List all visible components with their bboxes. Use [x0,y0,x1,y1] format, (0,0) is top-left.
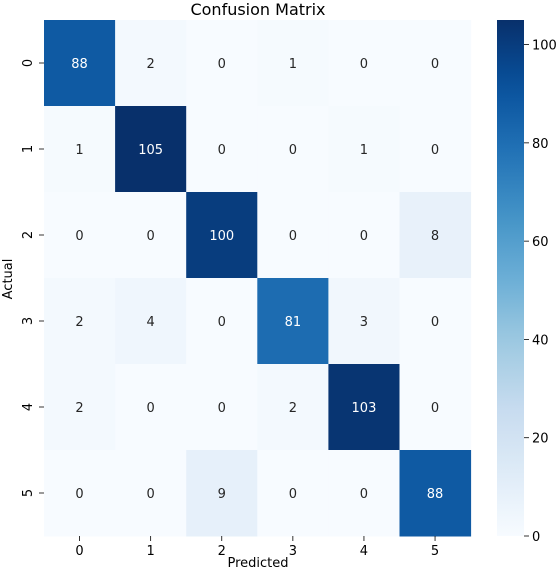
heatmap-cell [328,192,400,279]
cell-value-label: 0 [218,401,226,416]
cell-value-label: 9 [218,487,226,502]
cell-value-label: 100 [209,229,234,244]
heatmap-cell [115,106,187,193]
heatmap-cell [257,364,329,451]
heatmap-cell [399,278,472,365]
colorbar-tick-label: 100 [532,39,556,54]
colorbar-tick-label: 20 [532,432,549,447]
cell-value-label: 103 [352,401,377,416]
cell-value-label: 1 [289,57,297,72]
cell-value-label: 2 [147,57,155,72]
cell-value-label: 0 [360,487,368,502]
cell-value-label: 4 [147,315,155,330]
y-tick-label: 1 [21,145,36,153]
heatmap-cell [399,450,472,537]
cell-value-label: 0 [147,487,155,502]
heatmap-cell [399,364,472,451]
x-axis-label: Predicted [227,556,288,570]
cell-value-label: 88 [71,57,88,72]
cell-value-label: 0 [218,57,226,72]
cell-value-label: 0 [431,401,439,416]
x-tick-label: 3 [289,544,297,559]
heatmap-cell [186,450,258,537]
cell-value-label: 8 [431,229,439,244]
colorbar-tick-label: 40 [532,333,549,348]
x-tick-label: 0 [75,544,83,559]
y-axis-label: Actual [1,259,16,300]
heatmap-cell [44,20,116,107]
cell-value-label: 0 [218,143,226,158]
y-tick-label: 0 [21,59,36,67]
heatmap-cell [186,192,258,279]
heatmap-cell [257,450,329,537]
x-tick-label: 5 [431,544,439,559]
colorbar-tick-label: 0 [532,530,540,545]
heatmap-cell [257,278,329,365]
x-tick-label: 1 [147,544,155,559]
heatmap-cell [186,278,258,365]
heatmap-cell [115,192,187,279]
heatmap-cell [328,364,400,451]
y-tick-label: 5 [21,489,36,497]
colorbar-tick-label: 60 [532,235,549,250]
colorbar [497,20,524,536]
x-tick-label: 2 [218,544,226,559]
cell-value-label: 0 [431,143,439,158]
cell-value-label: 88 [427,487,444,502]
heatmap-cells: 88 2 0 1 0 01 105 0 0 1 00 0 100 0 0 82 4 0 81 3 02 0 0 2 103 00 0… [44,20,472,537]
cell-value-label: 0 [360,229,368,244]
heatmap-cell [328,450,400,537]
cell-value-label: 0 [75,229,83,244]
heatmap-cell [115,278,187,365]
colorbar-ticks: 0 20 40 60 80 100 [524,39,556,545]
cell-value-label: 105 [138,143,163,158]
heatmap-cell [44,192,116,279]
cell-value-label: 0 [360,57,368,72]
y-axis-ticks: 0 1 2 3 4 5 [21,59,44,497]
x-tick-label: 4 [360,544,368,559]
heatmap-cell [115,450,187,537]
heatmap-cell [257,20,329,107]
heatmap-cell [186,20,258,107]
cell-value-label: 0 [289,143,297,158]
heatmap-cell [44,450,116,537]
y-tick-label: 2 [21,231,36,239]
x-axis-ticks: 0 1 2 3 4 5 [75,536,439,559]
cell-value-label: 0 [289,487,297,502]
heatmap-cell [44,106,116,193]
cell-value-label: 0 [431,57,439,72]
cell-value-label: 0 [218,315,226,330]
chart-title: Confusion Matrix [190,0,325,19]
heatmap-cell [44,364,116,451]
cell-value-label: 2 [75,401,83,416]
heatmap-cell [328,20,400,107]
cell-value-label: 0 [147,229,155,244]
y-tick-label: 4 [21,403,36,411]
heatmap-cell [186,106,258,193]
heatmap-cell [186,364,258,451]
cell-value-label: 0 [289,229,297,244]
heatmap-cell [399,106,472,193]
cell-value-label: 0 [75,487,83,502]
heatmap-cell [257,106,329,193]
heatmap-cell [44,278,116,365]
cell-value-label: 0 [147,401,155,416]
heatmap-cell [257,192,329,279]
heatmap-cell [399,20,472,107]
cell-value-label: 2 [289,401,297,416]
cell-value-label: 0 [431,315,439,330]
cell-value-label: 81 [285,315,302,330]
cell-value-label: 3 [360,315,368,330]
heatmap-cell [328,278,400,365]
cell-value-label: 1 [360,143,368,158]
cell-value-label: 1 [75,143,83,158]
colorbar-tick-label: 80 [532,137,549,152]
y-tick-label: 3 [21,317,36,325]
cell-value-label: 2 [75,315,83,330]
heatmap-cell [399,192,472,279]
heatmap-cell [115,20,187,107]
heatmap-cell [115,364,187,451]
heatmap-cell [328,106,400,193]
